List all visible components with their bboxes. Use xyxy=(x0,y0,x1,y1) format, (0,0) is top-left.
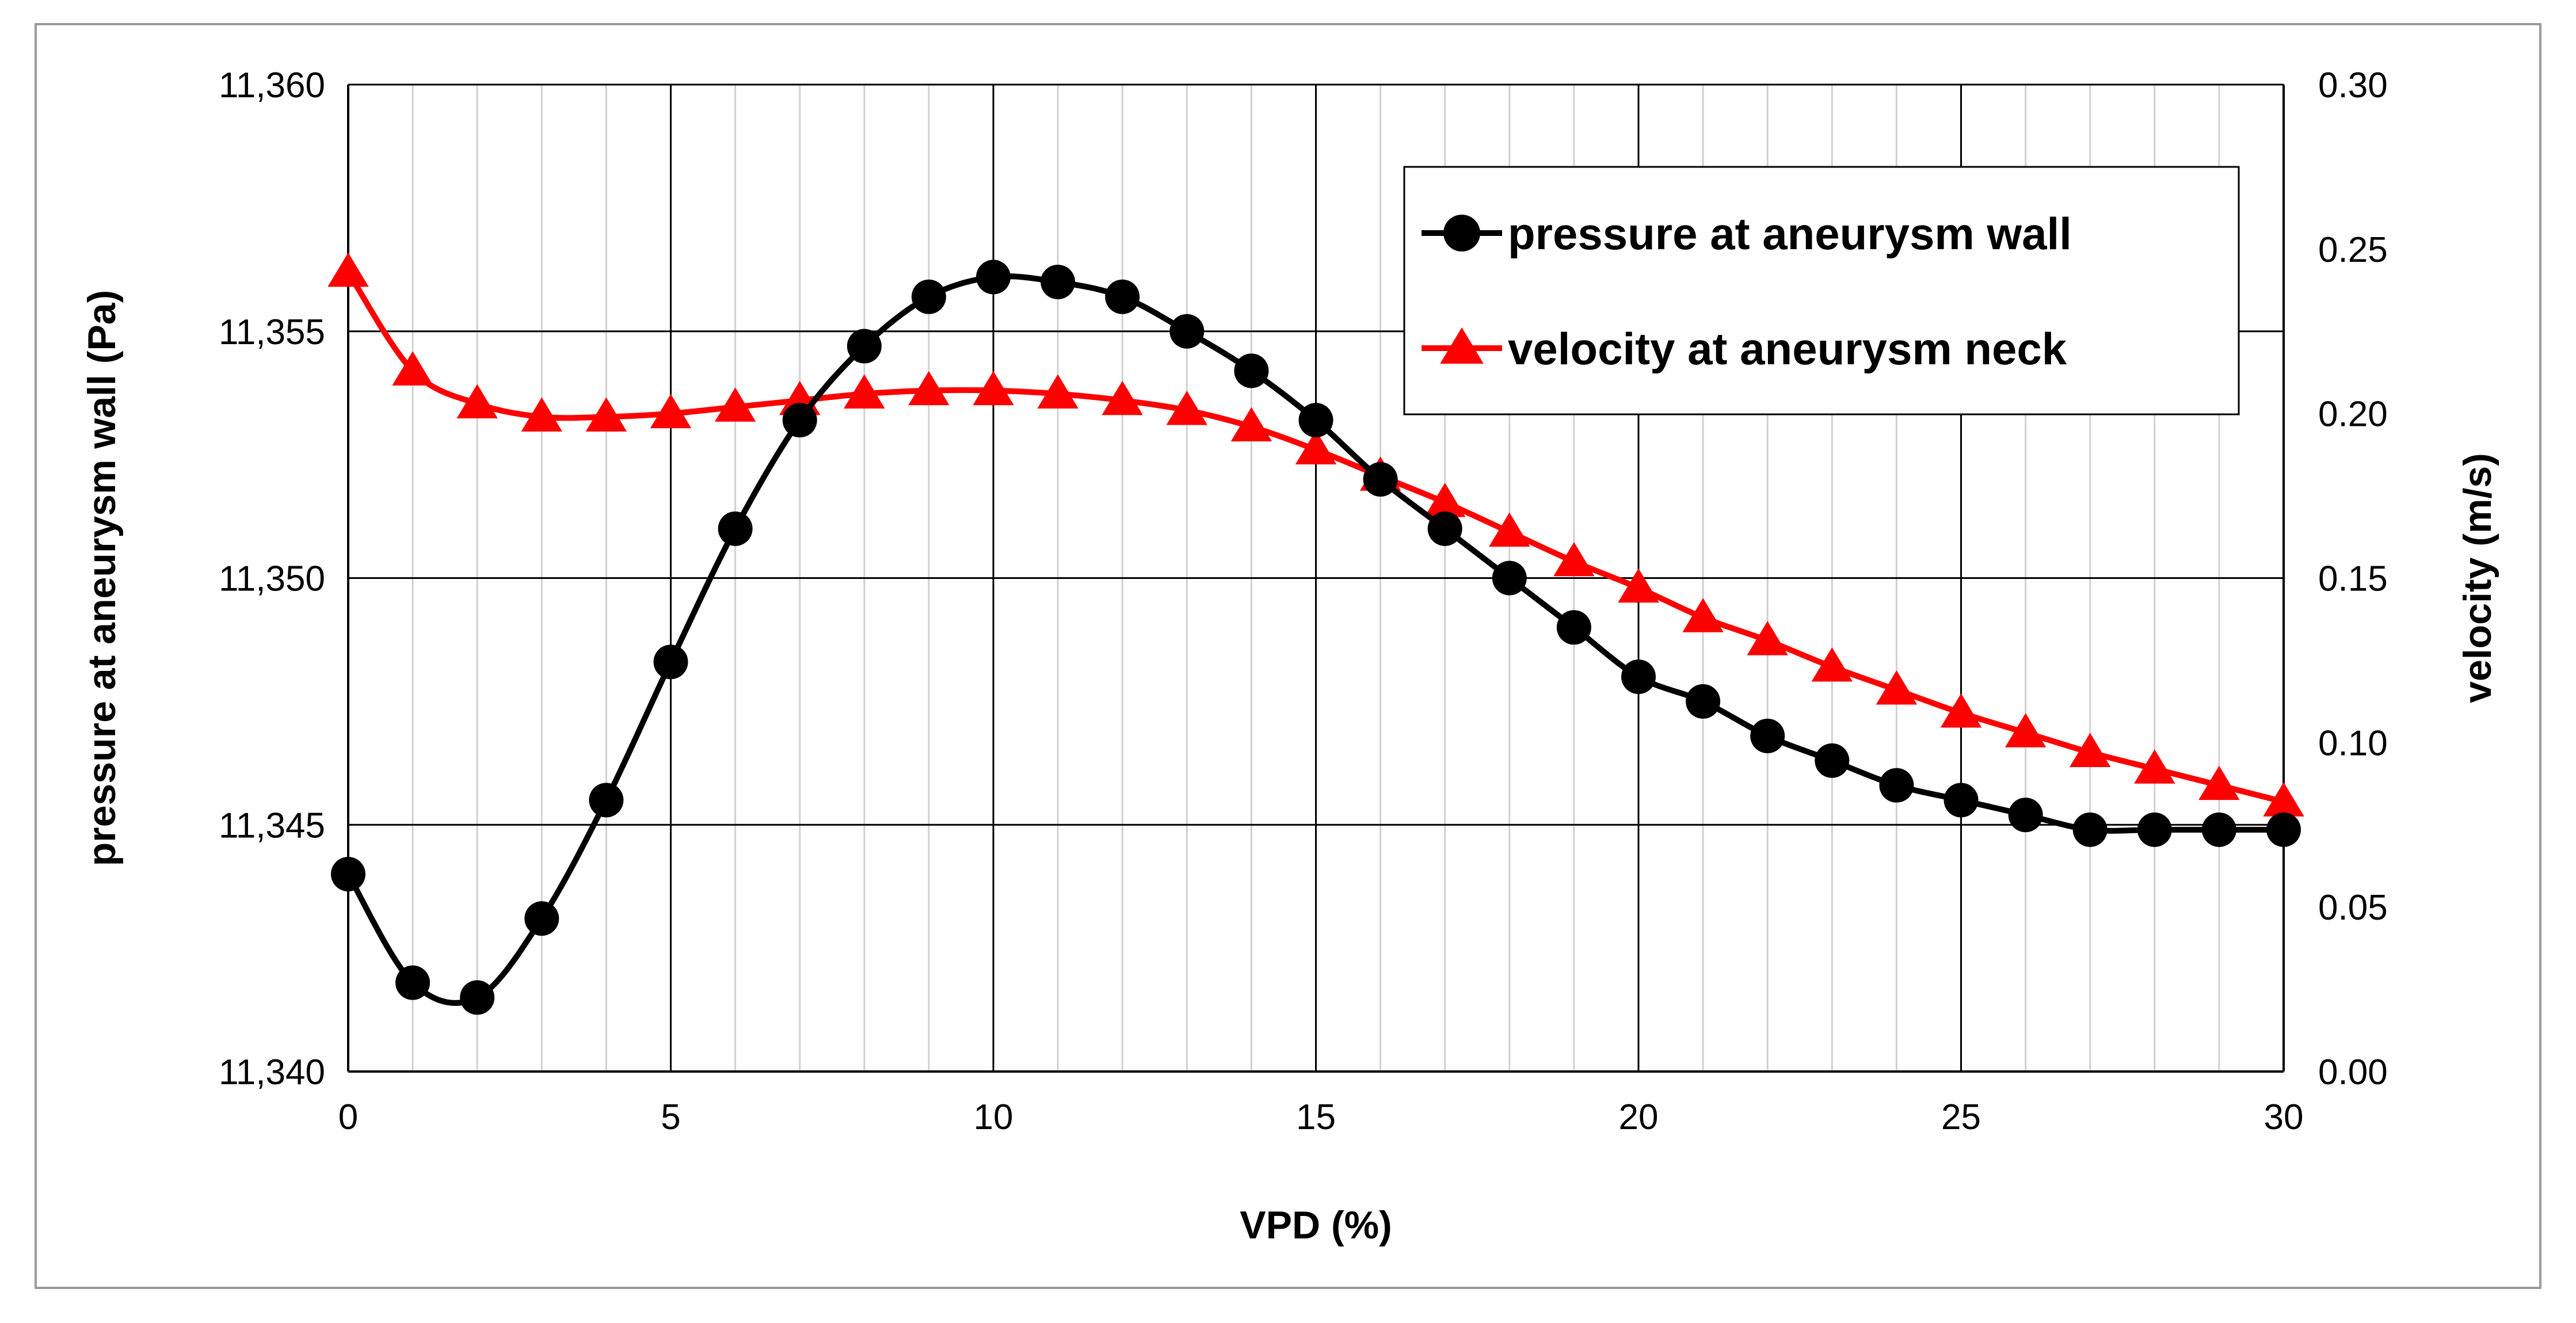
y-left-tick-label: 11,350 xyxy=(219,559,325,599)
y-right-tick-label: 0.20 xyxy=(2318,395,2388,434)
data-point-triangle xyxy=(844,374,885,409)
data-point-circle xyxy=(1621,659,1656,694)
legend-label: velocity at aneurysm neck xyxy=(1508,323,2067,374)
data-point-triangle xyxy=(2005,713,2047,748)
x-tick-label: 30 xyxy=(2264,1097,2304,1137)
data-point-triangle xyxy=(2134,749,2175,784)
y-right-tick-label: 0.10 xyxy=(2318,723,2388,763)
y-left-tick-label: 11,340 xyxy=(219,1053,325,1092)
x-axis-title: VPD (%) xyxy=(1240,1203,1392,1247)
legend-marker-circle xyxy=(1443,215,1480,251)
data-point-triangle xyxy=(650,394,692,429)
y-right-tick-label: 0.00 xyxy=(2318,1053,2388,1092)
data-point-circle xyxy=(1234,353,1269,388)
y-left-tick-label: 11,360 xyxy=(219,66,325,105)
y-left-tick-label: 11,355 xyxy=(219,312,325,352)
y-right-axis-title: velocity (m/s) xyxy=(2456,453,2499,703)
data-point-circle xyxy=(1556,610,1591,645)
data-point-circle xyxy=(2266,812,2301,847)
data-point-circle xyxy=(976,260,1011,295)
data-point-circle xyxy=(1427,511,1462,546)
x-tick-label: 20 xyxy=(1619,1097,1659,1137)
data-point-triangle xyxy=(456,384,498,419)
data-point-circle xyxy=(911,279,946,314)
data-point-triangle xyxy=(1230,407,1272,442)
data-point-circle xyxy=(460,980,495,1015)
y-right-tick-label: 0.05 xyxy=(2318,888,2388,928)
data-point-triangle xyxy=(327,252,369,287)
y-left-axis-title: pressure at aneurysm wall (Pa) xyxy=(80,290,124,867)
data-point-triangle xyxy=(2263,782,2304,817)
data-point-triangle xyxy=(1424,483,1466,517)
legend: pressure at aneurysm wall velocity at ane… xyxy=(1403,166,2240,415)
tick-labels: 0 5 10 15 20 25 30 11,340 11,345 11,350 11,355 11,3… xyxy=(80,66,2499,1247)
data-point-triangle xyxy=(908,371,950,406)
data-point-triangle xyxy=(973,371,1014,406)
series-pressure xyxy=(331,260,2301,1015)
data-point-triangle xyxy=(521,397,562,432)
y-right-tick-label: 0.25 xyxy=(2318,230,2388,270)
data-point-triangle xyxy=(1747,621,1788,655)
data-point-triangle xyxy=(1811,647,1853,682)
data-point-circle xyxy=(1169,314,1205,349)
data-point-circle xyxy=(1105,279,1140,314)
data-point-triangle xyxy=(1037,374,1079,409)
data-point-circle xyxy=(1686,684,1721,719)
data-point-circle xyxy=(1944,783,1979,818)
legend-label: pressure at aneurysm wall xyxy=(1508,208,2072,259)
data-point-circle xyxy=(1492,561,1527,596)
y-right-tick-label: 0.30 xyxy=(2318,66,2388,105)
data-point-triangle xyxy=(2070,733,2111,767)
data-point-circle xyxy=(847,329,882,364)
data-point-circle xyxy=(395,965,430,1000)
y-left-tick-label: 11,345 xyxy=(219,806,325,845)
data-point-circle xyxy=(1750,718,1785,753)
x-tick-label: 0 xyxy=(338,1097,358,1137)
x-tick-label: 5 xyxy=(661,1097,680,1137)
x-tick-label: 25 xyxy=(1941,1097,1981,1137)
legend-box xyxy=(1403,166,2240,415)
data-point-triangle xyxy=(1682,598,1724,632)
data-point-circle xyxy=(1298,403,1333,438)
data-point-circle xyxy=(524,901,559,936)
data-point-circle xyxy=(2072,812,2108,847)
data-point-triangle xyxy=(2198,765,2240,800)
axes xyxy=(347,85,2285,1073)
data-point-circle xyxy=(1041,265,1076,299)
data-point-circle xyxy=(2008,798,2043,833)
data-point-circle xyxy=(718,511,753,546)
data-point-triangle xyxy=(392,351,433,386)
data-point-triangle xyxy=(1940,693,1982,728)
data-point-triangle xyxy=(1166,390,1207,425)
data-point-triangle xyxy=(714,387,756,422)
data-point-triangle xyxy=(1876,670,1918,705)
data-point-triangle xyxy=(1553,542,1595,577)
data-point-circle xyxy=(2201,812,2236,847)
data-point-triangle xyxy=(1489,512,1530,547)
data-point-circle xyxy=(1879,768,1914,803)
x-tick-label: 10 xyxy=(974,1097,1013,1137)
data-point-circle xyxy=(782,403,817,438)
data-point-circle xyxy=(2137,812,2172,847)
data-point-circle xyxy=(331,857,365,891)
series-layer xyxy=(327,252,2304,1015)
legend-marker-triangle xyxy=(1440,327,1484,364)
data-point-circle xyxy=(589,783,624,818)
x-tick-label: 15 xyxy=(1296,1097,1336,1137)
data-point-circle xyxy=(1363,462,1398,497)
data-point-triangle xyxy=(1295,430,1337,465)
y-right-tick-label: 0.15 xyxy=(2318,559,2388,599)
data-point-triangle xyxy=(1618,568,1659,603)
data-point-circle xyxy=(1815,743,1850,778)
data-point-triangle xyxy=(585,397,627,432)
data-point-triangle xyxy=(1102,380,1143,415)
data-point-circle xyxy=(653,645,688,680)
